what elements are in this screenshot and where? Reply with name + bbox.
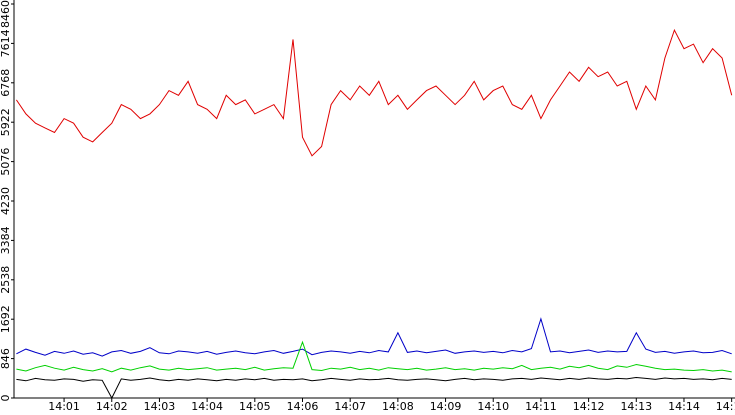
x-tick-label: 14:02 [96,400,128,413]
x-tick-label: 14:13 [620,400,652,413]
y-tick-label: 846 [0,348,12,369]
y-tick-label: 4230 [0,187,12,215]
y-tick-label: 5076 [0,148,12,176]
x-tick-label: 14:09 [430,400,462,413]
y-tick-label: 6768 [0,69,12,97]
x-tick-label: 14:12 [573,400,605,413]
x-tick-label: 14:11 [525,400,557,413]
y-tick-label: 2538 [0,266,12,294]
x-tick-label: 14:04 [191,400,223,413]
series-line [16,317,732,357]
x-tick-label: 14:15 [716,400,735,413]
y-tick-label: 7614 [0,29,12,57]
y-tick-label: 0 [0,395,12,402]
y-tick-label: 5922 [0,108,12,136]
x-tick-label: 14:10 [477,400,509,413]
x-tick-label: 14:05 [239,400,271,413]
x-tick-label: 14:03 [144,400,176,413]
series-line [15,28,733,157]
y-tick-label: 1692 [0,305,12,333]
x-tick-label: 14:01 [48,400,80,413]
x-tick-label: 14:14 [668,400,700,413]
series-line [16,340,732,373]
x-tick-label: 14:06 [287,400,319,413]
series-line [16,376,732,400]
x-tick-label: 14:07 [334,400,366,413]
x-tick-label: 14:08 [382,400,414,413]
y-tick-label: 8460 [0,0,12,28]
y-tick-label: 3384 [0,226,12,254]
